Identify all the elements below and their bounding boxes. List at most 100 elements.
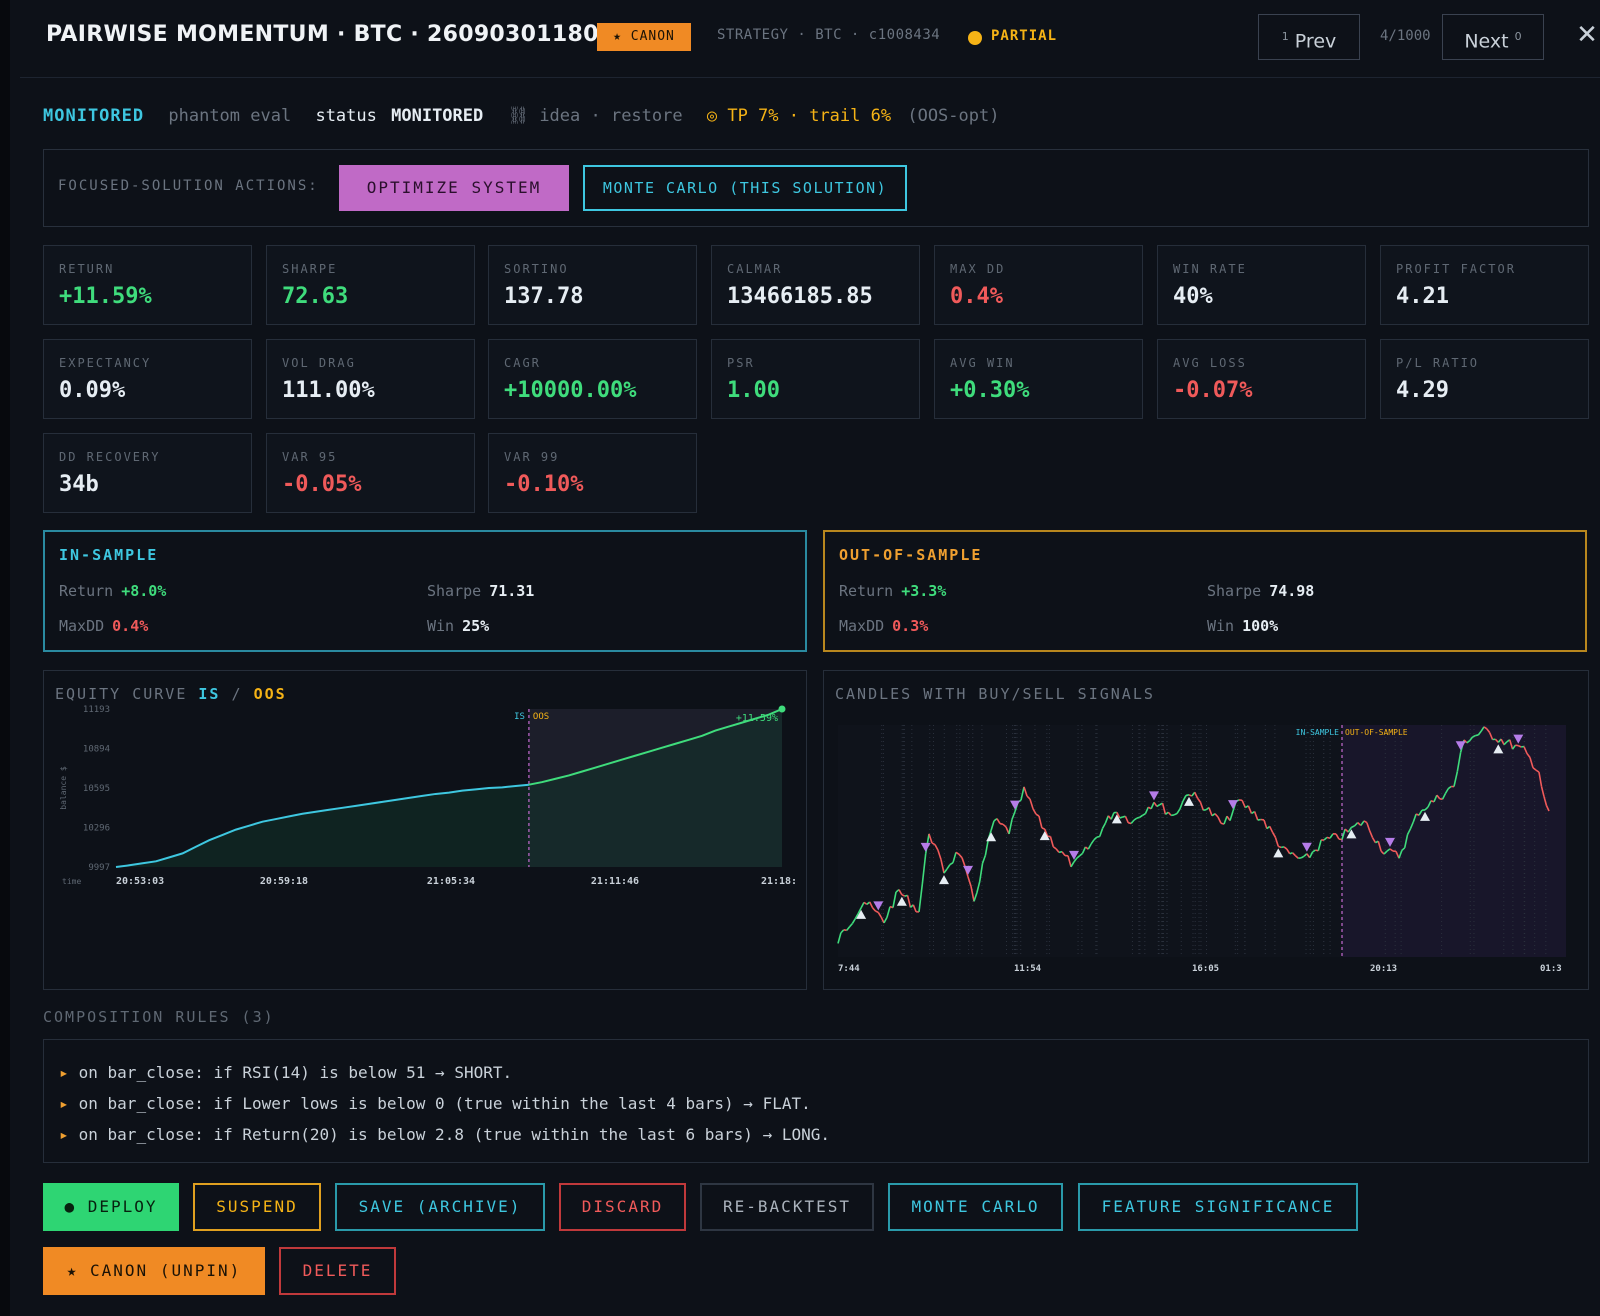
candle-down <box>1217 816 1222 824</box>
candle-up <box>1076 855 1081 859</box>
candle-up <box>840 929 845 934</box>
header: PAIRWISE MOMENTUM · BTC · 260903011801 ★… <box>20 0 1600 78</box>
close-icon[interactable]: ✕ <box>1576 20 1598 50</box>
candle-down <box>961 857 966 867</box>
candle-down <box>1196 797 1202 803</box>
candle-down <box>1543 796 1548 806</box>
candle-up <box>860 902 865 909</box>
candle-up <box>952 852 957 863</box>
candle-up <box>1020 786 1025 801</box>
y-tick-label: 11193 <box>83 705 110 715</box>
feature-significance-button[interactable]: FEATURE SIGNIFICANCE <box>1078 1183 1358 1231</box>
candle-down <box>1278 845 1282 849</box>
candle-down <box>1271 831 1277 838</box>
metric-label: DD RECOVERY <box>59 450 161 464</box>
sell-signal-icon <box>920 842 931 852</box>
candle-up <box>1480 726 1485 732</box>
candle-up <box>978 863 984 882</box>
candle-up <box>886 906 891 918</box>
candle-down <box>1545 805 1550 812</box>
candle-down <box>1529 757 1534 768</box>
is-win: Win 25% <box>427 617 489 635</box>
rules-list: ▸ on bar_close: if RSI(14) is below 51 → … <box>43 1039 1589 1163</box>
oos-sharpe-label: Sharpe <box>1207 582 1262 600</box>
prev-button[interactable]: 1 Prev <box>1258 14 1360 60</box>
x-axis-label: time <box>62 877 81 886</box>
metric-value: 4.21 <box>1396 284 1449 309</box>
candle-down <box>1263 819 1268 829</box>
candle-up <box>1058 850 1063 854</box>
sell-signal-icon <box>1513 734 1524 744</box>
is-win-label: Win <box>427 617 455 635</box>
candles-chart: IN-SAMPLE OUT-OF-SAMPLE 7:44 11:54 16:05 20:1… <box>837 725 1566 974</box>
y-tick-label: 9997 <box>88 863 110 873</box>
candle-up <box>1472 734 1476 738</box>
re-backtest-button[interactable]: RE-BACKTEST <box>700 1183 874 1231</box>
candle-up <box>1070 861 1075 868</box>
metric-label: PSR <box>727 356 755 370</box>
canon-unpin-button[interactable]: ★ CANON (UNPIN) <box>43 1247 265 1295</box>
candle-up <box>846 926 851 931</box>
y-axis-label: balance $ <box>59 766 68 810</box>
is-return-value: +8.0% <box>121 582 167 600</box>
metric-label: PROFIT FACTOR <box>1396 262 1516 276</box>
candle-down <box>996 818 1001 824</box>
page-title: PAIRWISE MOMENTUM · BTC · 260903011801 <box>46 22 615 47</box>
candle-down <box>937 849 942 860</box>
phantom-eval: phantom eval <box>168 106 292 126</box>
suspend-button[interactable]: SUSPEND <box>193 1183 321 1231</box>
candle-down <box>1199 801 1205 811</box>
candle-up <box>1176 808 1181 814</box>
candle-down <box>1335 833 1340 840</box>
out-of-sample-box: OUT-OF-SAMPLE Return +3.3% Sharpe 74.98 Ma… <box>823 530 1587 652</box>
oos-maxdd: MaxDD 0.3% <box>839 617 928 635</box>
save-archive-button[interactable]: SAVE (ARCHIVE) <box>335 1183 545 1231</box>
is-sharpe-value: 71.31 <box>489 582 535 600</box>
metric-label: AVG WIN <box>950 356 1015 370</box>
candle-up <box>1182 795 1187 802</box>
buy-signal-icon <box>939 875 949 885</box>
monte-carlo-button[interactable]: MONTE CARLO <box>888 1183 1063 1231</box>
deploy-button[interactable]: ● DEPLOY <box>43 1183 179 1231</box>
candle-down <box>1291 852 1297 857</box>
candle-up <box>1223 815 1228 825</box>
actions-label: FOCUSED-SOLUTION ACTIONS: <box>58 178 319 194</box>
candle-up <box>1466 739 1471 744</box>
candle-down <box>912 904 917 913</box>
next-button[interactable]: Next 0 <box>1442 14 1544 60</box>
candle-down <box>1436 794 1441 800</box>
idea-restore-link[interactable]: ⛓ idea · restore <box>507 106 683 126</box>
candle-up <box>1406 828 1412 835</box>
candle-up <box>1081 846 1087 854</box>
candle-up <box>943 868 948 874</box>
candle-down <box>1371 837 1377 844</box>
candle-down <box>958 853 963 859</box>
candle-up <box>1110 812 1115 820</box>
candle-down <box>1153 801 1158 807</box>
discard-button[interactable]: DISCARD <box>559 1183 686 1231</box>
rule-text: on bar_close: if RSI(14) is below 51 → S… <box>78 1063 513 1082</box>
candle-up <box>1351 825 1355 829</box>
candle-up <box>1441 793 1447 800</box>
metric-label: VAR 95 <box>282 450 338 464</box>
candle-up <box>1133 817 1138 821</box>
sell-signal-icon <box>1301 842 1312 852</box>
candle-down <box>1326 836 1331 840</box>
metric-card-vol-drag: VOL DRAG 111.00% <box>266 339 475 419</box>
metric-card-return: RETURN +11.59% <box>43 245 252 325</box>
candle-down <box>1038 815 1043 829</box>
oos-return-value: +3.3% <box>901 582 947 600</box>
candle-down <box>1430 800 1435 803</box>
buy-signal-icon <box>1273 848 1284 858</box>
candle-up <box>1447 785 1452 790</box>
metric-label: SHARPE <box>282 262 338 276</box>
candle-down <box>1029 798 1034 810</box>
candle-down <box>863 901 868 906</box>
x-tick-label: 20:53:03 <box>116 876 164 887</box>
candle-up <box>1142 813 1146 817</box>
optimize-system-button[interactable]: OPTIMIZE SYSTEM <box>339 165 569 211</box>
delete-button[interactable]: DELETE <box>279 1247 396 1295</box>
equity-area <box>116 709 782 867</box>
monte-carlo-solution-button[interactable]: MONTE CARLO (THIS SOLUTION) <box>583 165 907 211</box>
candle-down <box>906 895 912 908</box>
